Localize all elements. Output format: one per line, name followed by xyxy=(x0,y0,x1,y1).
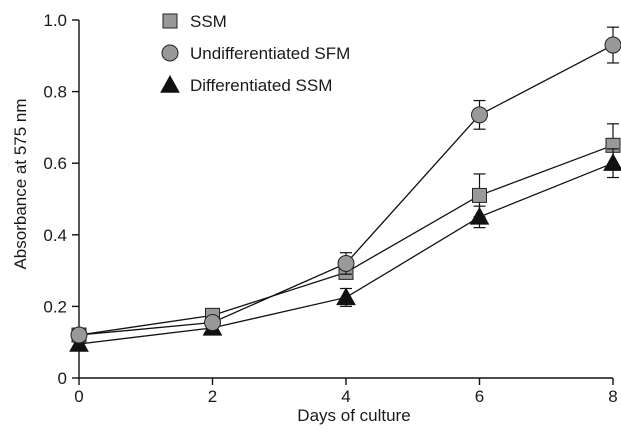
y-tick-label: 0 xyxy=(58,369,67,388)
y-tick-label: 0.8 xyxy=(43,83,67,102)
legend-marker-square xyxy=(162,13,178,29)
data-point-circle xyxy=(471,106,488,124)
x-tick-label: 8 xyxy=(608,387,617,406)
data-point-square xyxy=(472,187,487,203)
y-tick-label: 0.4 xyxy=(43,226,67,245)
data-point-circle xyxy=(337,254,355,272)
x-tick-label: 2 xyxy=(208,387,217,406)
data-point-triangle xyxy=(469,206,490,225)
data-point-triangle xyxy=(336,287,356,306)
x-axis-label: Days of culture xyxy=(297,406,410,425)
data-point-circle xyxy=(204,314,221,332)
legend-label: SSM xyxy=(190,12,227,31)
series-circle xyxy=(70,26,621,344)
x-tick-label: 6 xyxy=(475,387,484,406)
axes: 0 0.2 0.4 0.6 0.8 1.0 0 2 4 6 8 xyxy=(43,11,617,406)
y-axis-label: Absorbance at 575 nm xyxy=(11,98,30,269)
x-tick-label: 0 xyxy=(74,387,83,406)
x-tick-label: 4 xyxy=(341,387,350,406)
series-layer xyxy=(69,26,621,352)
series-square xyxy=(71,123,621,343)
legend: SSM Undifferentiated SFM Differentiated SS… xyxy=(160,12,350,95)
legend-marker-circle xyxy=(161,44,179,62)
data-point-circle xyxy=(70,326,88,344)
y-tick-label: 0.6 xyxy=(43,154,67,173)
legend-label: Differentiated SSM xyxy=(190,76,332,95)
y-tick-label: 0.2 xyxy=(43,297,67,316)
legend-label: Undifferentiated SFM xyxy=(190,44,350,63)
data-point-circle xyxy=(604,36,621,54)
y-tick-label: 1.0 xyxy=(43,11,67,30)
series-triangle xyxy=(69,148,621,352)
legend-marker-triangle xyxy=(160,74,180,93)
data-point-triangle xyxy=(603,153,621,171)
